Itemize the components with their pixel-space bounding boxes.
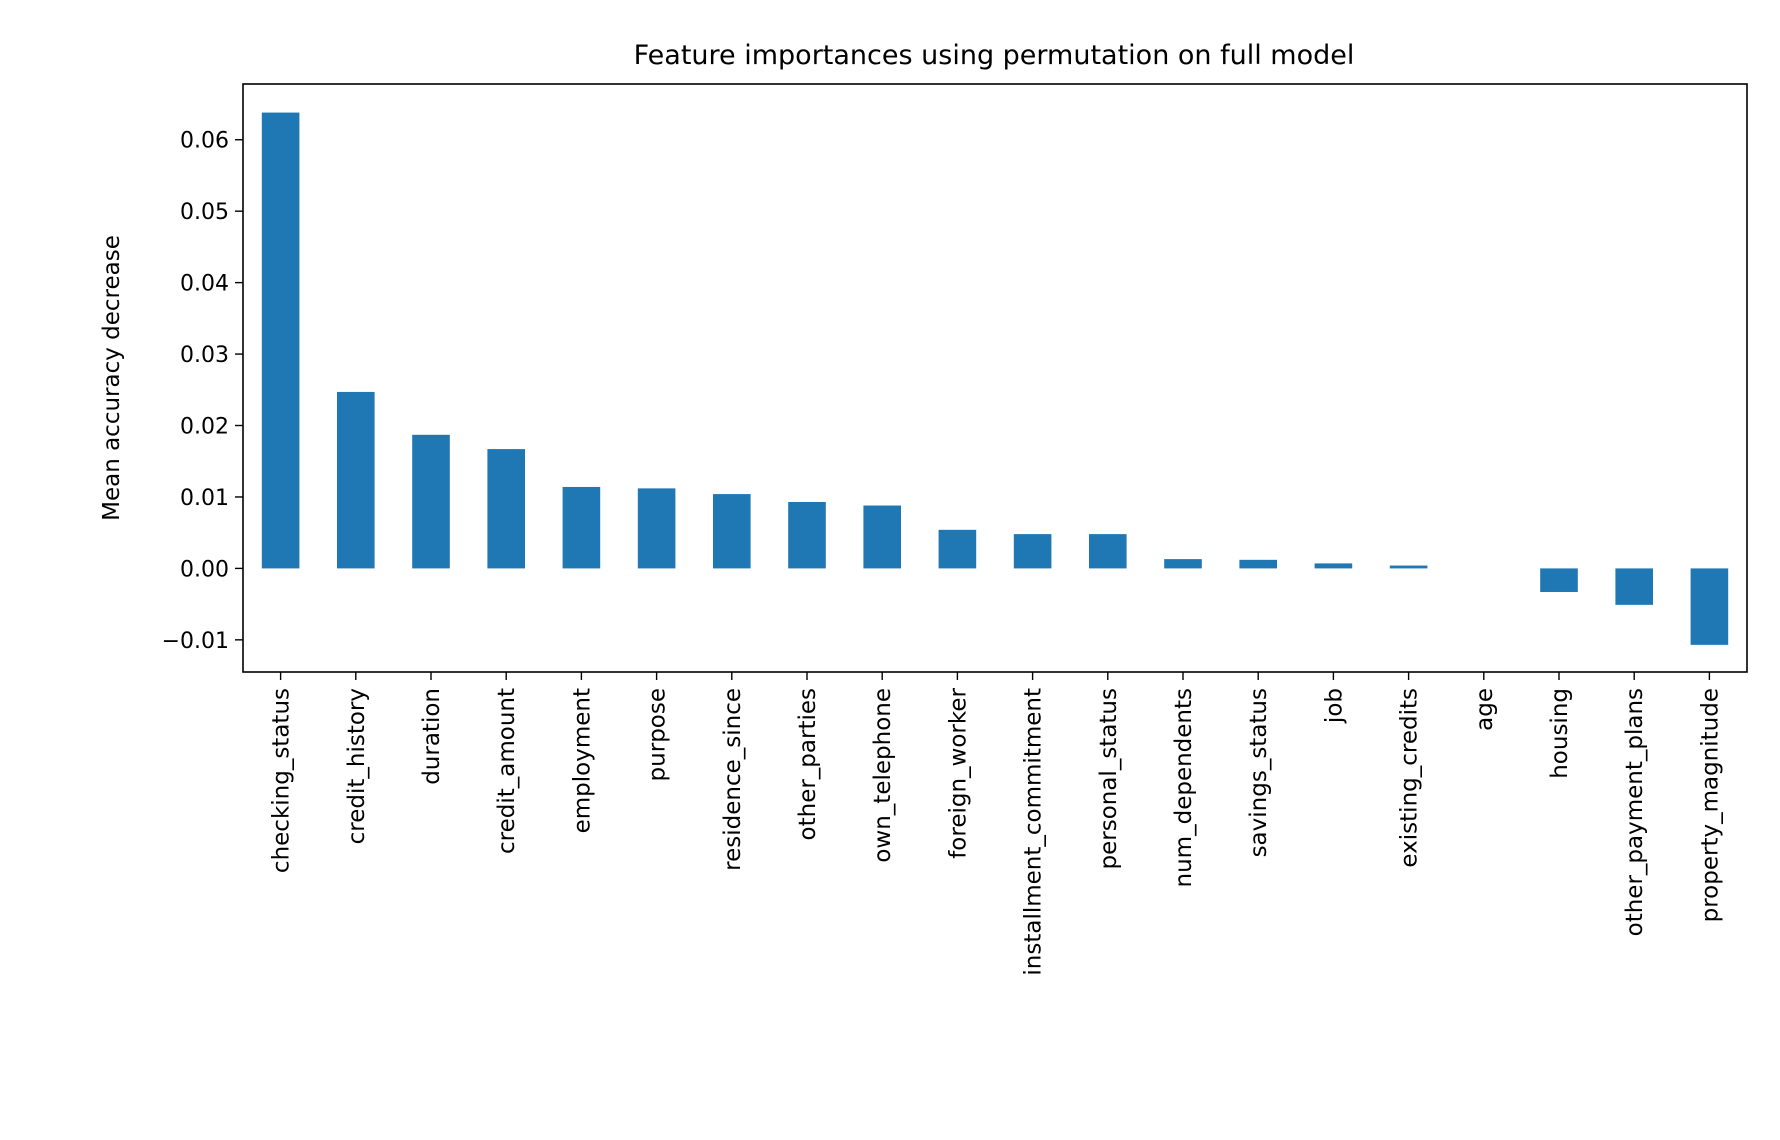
y-tick-label: 0.05 xyxy=(180,200,229,225)
x-tick-label-purpose: purpose xyxy=(645,688,671,781)
bar-duration xyxy=(412,434,450,569)
x-tick-label-age: age xyxy=(1472,688,1498,731)
bar-residence_since xyxy=(713,494,751,569)
y-tick-label: 0.03 xyxy=(180,343,229,368)
y-axis: −0.01 0.00 0.01 0.02 0.03 0.04 0.05 0.06 xyxy=(162,129,243,654)
x-tick-label-personal_status: personal_status xyxy=(1096,688,1122,870)
bar-employment xyxy=(562,486,601,569)
bar-purpose xyxy=(637,488,676,569)
x-axis: checking_status credit_history duration cre… xyxy=(269,672,1723,976)
y-tick-label: 0.02 xyxy=(180,415,229,440)
bars-group xyxy=(261,112,1729,645)
x-tick-label-residence_since: residence_since xyxy=(720,688,746,871)
y-tick-label: 0.06 xyxy=(180,129,229,154)
x-tick-label-credit_amount: credit_amount xyxy=(494,688,520,854)
bar-checking_status xyxy=(261,112,300,569)
y-tick-label: 0.01 xyxy=(180,486,229,511)
bar-installment_commitment xyxy=(1013,534,1052,569)
bar-other_parties xyxy=(788,501,826,569)
x-tick-label-existing_credits: existing_credits xyxy=(1397,688,1423,868)
y-tick-label: −0.01 xyxy=(162,629,229,654)
x-tick-label-duration: duration xyxy=(419,688,445,785)
bar-credit_amount xyxy=(487,449,525,569)
x-tick-label-num_dependents: num_dependents xyxy=(1171,688,1197,887)
y-axis-label: Mean accuracy decrease xyxy=(99,235,125,521)
bar-property_magnitude xyxy=(1690,568,1729,645)
x-tick-label-checking_status: checking_status xyxy=(269,688,295,873)
x-tick-label-other_payment_plans: other_payment_plans xyxy=(1622,688,1648,936)
x-tick-label-foreign_worker: foreign_worker xyxy=(945,687,971,858)
x-tick-label-credit_history: credit_history xyxy=(344,688,370,844)
y-tick-label: 0.04 xyxy=(180,272,229,297)
bar-existing_credits xyxy=(1389,565,1428,569)
plot-frame xyxy=(242,83,1748,673)
x-tick-label-own_telephone: own_telephone xyxy=(870,688,896,863)
x-tick-label-job: job xyxy=(1321,688,1347,724)
x-tick-label-savings_status: savings_status xyxy=(1246,688,1272,857)
bar-personal_status xyxy=(1089,534,1127,569)
bar-foreign_worker xyxy=(938,529,977,569)
chart-title: Feature importances using permutation on… xyxy=(634,40,1355,71)
bar-own_telephone xyxy=(863,505,901,569)
bar-housing xyxy=(1540,568,1578,592)
bar-credit_history xyxy=(337,391,375,569)
x-tick-label-property_magnitude: property_magnitude xyxy=(1697,688,1723,922)
bar-savings_status xyxy=(1239,559,1277,569)
x-tick-label-installment_commitment: installment_commitment xyxy=(1021,688,1047,976)
x-tick-label-other_parties: other_parties xyxy=(795,688,821,840)
y-tick-label: 0.00 xyxy=(180,557,229,582)
bar-num_dependents xyxy=(1164,559,1202,569)
x-tick-label-housing: housing xyxy=(1547,688,1573,779)
bar-job xyxy=(1314,563,1353,569)
x-tick-label-employment: employment xyxy=(569,688,595,833)
bar-other_payment_plans xyxy=(1615,568,1653,605)
